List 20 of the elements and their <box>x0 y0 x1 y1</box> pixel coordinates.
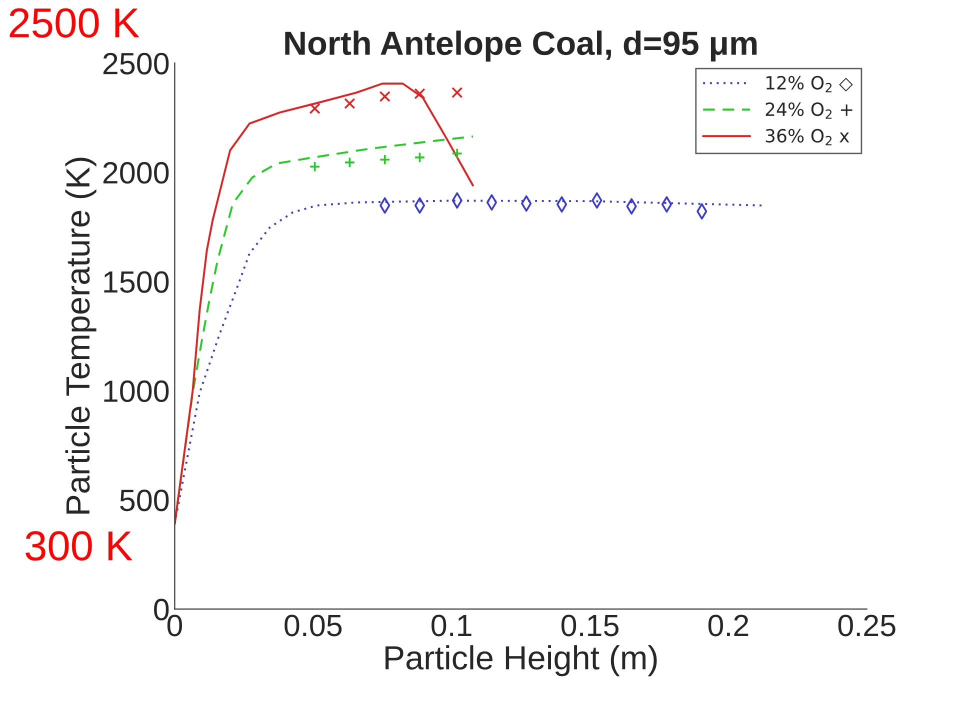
text: 2500 K <box>10 8 140 38</box>
legend-label: 24% O$_{2}$ + <box>766 102 852 119</box>
y-tick-label: 2000 <box>103 162 169 184</box>
x-tick-label: 0.2 <box>708 614 748 636</box>
x-tick-label: 0.05 <box>284 614 342 636</box>
x-axis-title: Particle Height (m) <box>386 645 657 676</box>
y-tick-label: 1000 <box>104 380 169 402</box>
y-tick-label: 2500 <box>103 52 169 74</box>
y-tick-label: 0 <box>154 598 169 620</box>
x-tick-label: 0.15 <box>561 614 618 636</box>
legend-label: 36% O$_{2}$ x <box>766 128 850 146</box>
text: 300 K <box>26 531 132 561</box>
y-tick-label: 1500 <box>104 271 169 293</box>
y-tick-label: 500 <box>120 490 169 512</box>
x-tick-label: 0.25 <box>838 614 896 636</box>
y-axis-title: Particle Temperature (K) <box>65 158 96 514</box>
chart-title: North Antelope Coal, d=95 μm <box>285 30 757 62</box>
legend-label: 12% O$_{2}$ ◇ <box>766 76 853 92</box>
x-tick-label: 0 <box>167 614 182 636</box>
x-tick-label: 0.1 <box>432 614 472 636</box>
